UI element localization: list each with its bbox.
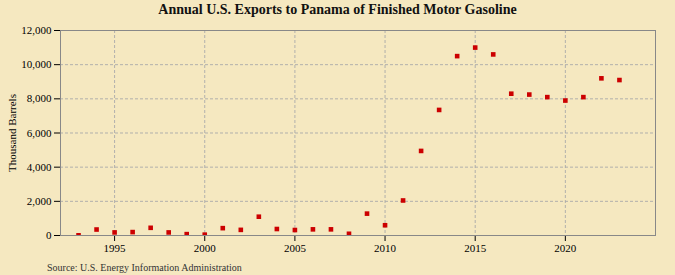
html-text:Annual U.S. Exports to Panama: Annual U.S. Exports to Panama of Finishe… (158, 2, 517, 17)
svg-text:4,000: 4,000 (27, 161, 52, 173)
svg-text:2005: 2005 (284, 242, 307, 254)
svg-text:2000: 2000 (194, 242, 217, 254)
svg-text:12,000: 12,000 (21, 24, 52, 36)
svg-text:2020: 2020 (554, 242, 577, 254)
svg-text:0: 0 (46, 229, 52, 241)
svg-text:1995: 1995 (104, 242, 127, 254)
html-text:Source: U.S. Energy Informatio: Source: U.S. Energy Information Administ… (47, 262, 242, 273)
svg-text:2,000: 2,000 (27, 195, 52, 207)
svg-text:2010: 2010 (374, 242, 397, 254)
svg-text:2015: 2015 (464, 242, 487, 254)
svg-text:6,000: 6,000 (27, 127, 52, 139)
svg-text:8,000: 8,000 (27, 92, 52, 104)
svg-text:10,000: 10,000 (21, 58, 52, 70)
svg-text:Thousand Barrels: Thousand Barrels (6, 94, 18, 172)
